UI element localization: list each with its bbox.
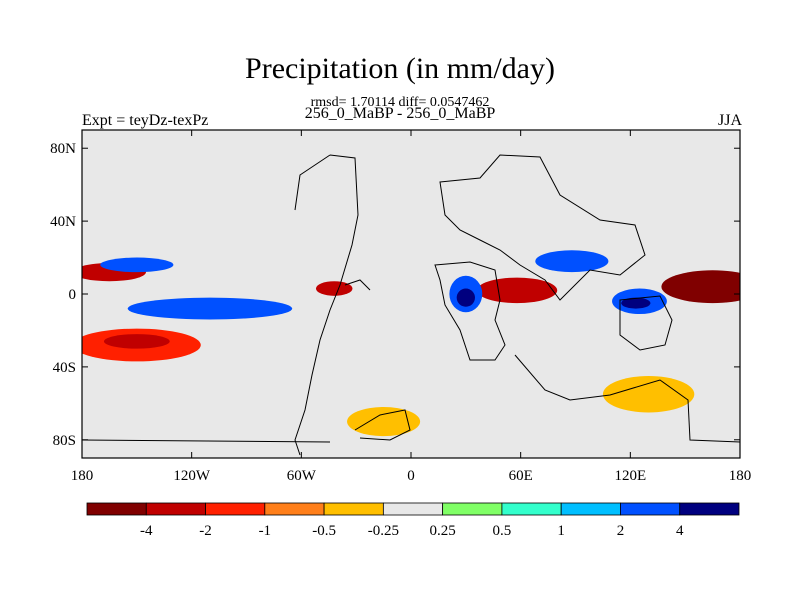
experiment-label: Expt = teyDz-texPz — [82, 112, 209, 129]
region-sh-pac-dry-core — [103, 334, 170, 349]
coastline-africa — [434, 261, 506, 361]
colorbar-label: 2 — [617, 523, 625, 539]
season-label: JJA — [717, 112, 742, 129]
coastline-eurasia — [439, 154, 646, 301]
region-itcz-wet — [127, 297, 293, 320]
coastline-australia — [619, 295, 673, 351]
colorbar-swatch — [442, 502, 503, 516]
y-tick-label: 40N — [50, 214, 76, 230]
region-sh-ind-dry — [602, 376, 695, 413]
colorbar-swatch — [501, 502, 562, 516]
colorbar-label: 1 — [557, 523, 565, 539]
region-westpac-wet-core — [621, 297, 651, 309]
x-tick-label: 120W — [173, 468, 211, 484]
colorbar-swatch — [560, 502, 621, 516]
region-sh-atl-dry — [347, 406, 421, 437]
colorbar-swatch — [382, 502, 444, 516]
colorbar-swatch — [205, 502, 266, 516]
x-tick-label: 120E — [614, 468, 646, 484]
coastline-americas — [294, 154, 371, 456]
colorbar-swatch — [86, 502, 147, 516]
y-tick-label: 40S — [53, 360, 76, 376]
region-indian-dry — [476, 277, 558, 304]
x-tick-label: 180 — [729, 468, 752, 484]
region-nh-pac-wet — [100, 257, 174, 273]
region-india-wet — [535, 250, 609, 273]
plot-area — [82, 130, 740, 458]
colorbar-swatch — [145, 502, 206, 516]
colorbar-label: -2 — [199, 523, 212, 539]
region-africa-wet-core — [456, 288, 475, 307]
colorbar: -4 -2 -1 -0.5 -0.25 0.25 0.5 1 2 4 — [86, 502, 740, 539]
colorbar-label: 4 — [676, 523, 684, 539]
y-tick-label: 80S — [53, 433, 76, 449]
colorbar-label: -4 — [140, 523, 153, 539]
region-atl-dry — [315, 281, 353, 296]
chart-subtitle: 256_0_MaBP - 256_0_MaBP — [304, 105, 496, 122]
y-tick-label: 80N — [50, 141, 76, 157]
x-tick-label: 0 — [407, 468, 415, 484]
x-tick-label: 60W — [287, 468, 317, 484]
colorbar-label: 0.25 — [430, 523, 456, 539]
x-tick-label: 180 — [71, 468, 94, 484]
colorbar-swatch — [264, 502, 325, 516]
chart-title: Precipitation (in mm/day) — [245, 52, 555, 85]
colorbar-label: 0.5 — [493, 523, 512, 539]
colorbar-swatch — [323, 502, 384, 516]
coastlines — [82, 154, 740, 456]
colorbar-label: -0.5 — [312, 523, 336, 539]
colorbar-label: -1 — [259, 523, 272, 539]
region-westpac-dry — [661, 270, 740, 304]
coastline-southern — [82, 354, 740, 443]
y-tick-label: 0 — [69, 287, 77, 303]
colorbar-swatch — [679, 502, 740, 516]
colorbar-swatch — [620, 502, 681, 516]
colorbar-label: -0.25 — [368, 523, 399, 539]
stats-line: rmsd= 1.70114 diff= 0.0547462 — [310, 95, 490, 110]
x-tick-label: 60E — [509, 468, 533, 484]
